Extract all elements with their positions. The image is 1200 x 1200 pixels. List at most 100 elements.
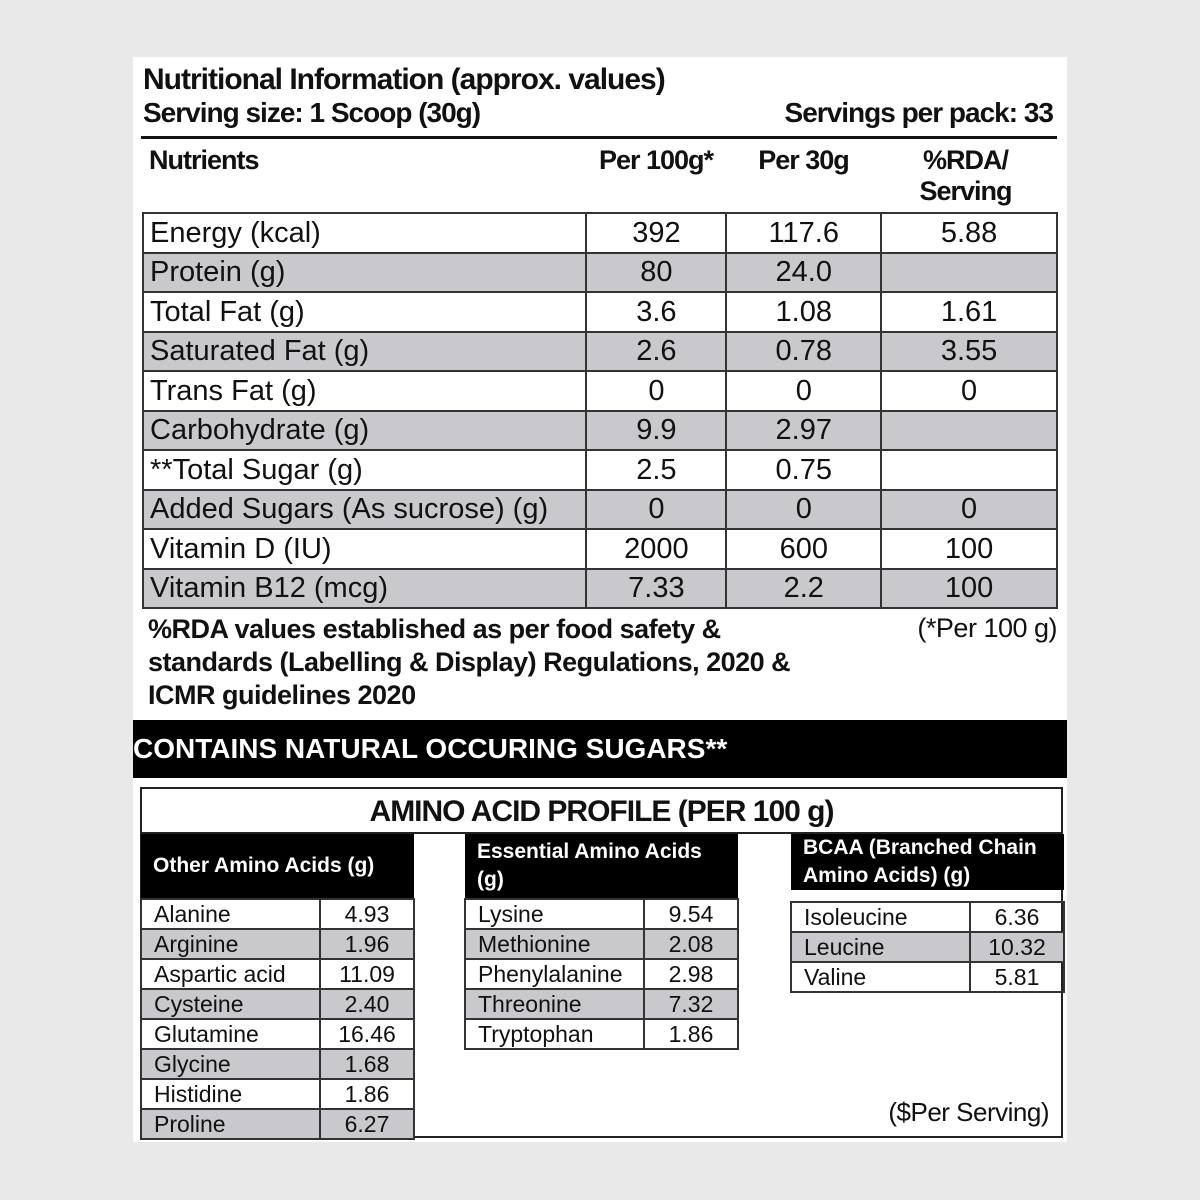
amino-name: Tryptophan: [464, 1018, 645, 1050]
nutrient-value: 0: [725, 488, 883, 530]
amino-row: Histidine 1.86: [140, 1078, 415, 1110]
nutrient-value: 2.2: [725, 567, 883, 609]
essential-amino-table: Essential Amino Acids (g) Lysine 9.54 Methi…: [464, 834, 739, 1050]
amino-name: Threonine: [464, 988, 645, 1020]
nutrient-value: 0: [585, 488, 728, 530]
amino-name: Glutamine: [140, 1018, 321, 1050]
nutrient-value: 392: [585, 212, 728, 254]
col-rda: %RDA/ Serving: [919, 145, 1012, 206]
amino-value: 10.32: [969, 931, 1065, 963]
amino-name: Isoleucine: [790, 901, 971, 933]
nutrient-value: 600: [725, 528, 883, 570]
nutrient-value: 0.75: [725, 449, 883, 491]
serving-size: Serving size: 1 Scoop (30g): [143, 97, 481, 128]
nutrient-value: 0: [880, 488, 1058, 530]
nutrient-name: Added Sugars (As sucrose) (g): [141, 488, 588, 530]
amino-name: Histidine: [140, 1078, 321, 1110]
nutrient-row: Energy (kcal) 392 117.6 5.88: [141, 212, 1058, 254]
nutrient-value: 9.9: [585, 409, 728, 451]
amino-title: AMINO ACID PROFILE (PER 100 g): [142, 789, 1061, 834]
amino-name: Cysteine: [140, 988, 321, 1020]
nutrient-name: Saturated Fat (g): [141, 330, 588, 372]
amino-table-header: Essential Amino Acids (g): [465, 834, 738, 899]
amino-row: Arginine 1.96: [140, 928, 415, 960]
amino-value: 11.09: [319, 958, 415, 990]
bcaa-table: BCAA (Branched Chain Amino Acids) (g) Iso…: [790, 834, 1065, 993]
amino-value: 4.93: [319, 898, 415, 930]
amino-value: 5.81: [969, 961, 1065, 993]
amino-value: 1.68: [319, 1048, 415, 1080]
nutrient-row: Saturated Fat (g) 2.6 0.78 3.55: [141, 330, 1058, 372]
amino-row: Proline 6.27: [140, 1108, 415, 1140]
rda-footnote: %RDA values established as per food safe…: [148, 614, 791, 710]
amino-name: Phenylalanine: [464, 958, 645, 990]
nutrient-name: Vitamin D (IU): [141, 528, 588, 570]
nutrient-value: 0.78: [725, 330, 883, 372]
amino-acid-profile: AMINO ACID PROFILE (PER 100 g) Other Ami…: [140, 787, 1065, 1140]
divider: [141, 136, 1057, 139]
nutrient-value: [880, 409, 1058, 451]
amino-row: Valine 5.81: [790, 961, 1065, 993]
amino-value: 6.36: [969, 901, 1065, 933]
nutrient-value: [880, 449, 1058, 491]
nutrient-value: 1.61: [880, 291, 1058, 333]
nutrient-row: **Total Sugar (g) 2.5 0.75: [141, 449, 1058, 491]
amino-value: 7.32: [643, 988, 739, 1020]
nutrient-value: 100: [880, 567, 1058, 609]
amino-row: Cysteine 2.40: [140, 988, 415, 1020]
other-amino-table: Other Amino Acids (g) Alanine 4.93 Arginine…: [140, 834, 415, 1140]
col-per-30g: Per 30g: [758, 145, 850, 175]
amino-name: Alanine: [140, 898, 321, 930]
amino-value: 1.96: [319, 928, 415, 960]
amino-value: 2.08: [643, 928, 739, 960]
nutrient-row: Vitamin B12 (mcg) 7.33 2.2 100: [141, 567, 1058, 609]
amino-row: Methionine 2.08: [464, 928, 739, 960]
amino-name: Glycine: [140, 1048, 321, 1080]
amino-row: Phenylalanine 2.98: [464, 958, 739, 990]
nutrient-value: 24.0: [725, 251, 883, 293]
nutrient-row: Total Fat (g) 3.6 1.08 1.61: [141, 291, 1058, 333]
nutrient-name: Protein (g): [141, 251, 588, 293]
nutrient-name: Vitamin B12 (mcg): [141, 567, 588, 609]
nutrient-name: Trans Fat (g): [141, 370, 588, 412]
nutrient-name: Carbohydrate (g): [141, 409, 588, 451]
nutrient-row: Trans Fat (g) 0 0 0: [141, 370, 1058, 412]
nutrient-value: 5.88: [880, 212, 1058, 254]
amino-value: 6.27: [319, 1108, 415, 1140]
nutrient-value: 0: [585, 370, 728, 412]
nutrient-value: 100: [880, 528, 1058, 570]
nutrition-label: Nutritional Information (approx. values)…: [133, 57, 1067, 1142]
amino-row: Lysine 9.54: [464, 898, 739, 930]
nutrient-value: 2.5: [585, 449, 728, 491]
amino-row: Alanine 4.93: [140, 898, 415, 930]
amino-name: Arginine: [140, 928, 321, 960]
amino-value: 2.40: [319, 988, 415, 1020]
col-nutrients: Nutrients: [149, 145, 260, 175]
nutrient-value: 80: [585, 251, 728, 293]
nutrient-row: Carbohydrate (g) 9.9 2.97: [141, 409, 1058, 451]
nutrient-value: 117.6: [725, 212, 883, 254]
amino-row: Glutamine 16.46: [140, 1018, 415, 1050]
nutrient-value: 3.6: [585, 291, 728, 333]
amino-table-header: BCAA (Branched Chain Amino Acids) (g): [791, 834, 1064, 890]
nutrient-value: 0: [725, 370, 883, 412]
nutrient-value: 1.08: [725, 291, 883, 333]
amino-name: Aspartic acid: [140, 958, 321, 990]
amino-row: Glycine 1.68: [140, 1048, 415, 1080]
nutrient-value: 3.55: [880, 330, 1058, 372]
amino-name: Lysine: [464, 898, 645, 930]
nutrient-name: Energy (kcal): [141, 212, 588, 254]
amino-name: Valine: [790, 961, 971, 993]
amino-row: Threonine 7.32: [464, 988, 739, 1020]
amino-value: 1.86: [319, 1078, 415, 1110]
col-per-100g: Per 100g*: [598, 145, 714, 175]
nutrient-row: Protein (g) 80 24.0: [141, 251, 1058, 293]
amino-name: Proline: [140, 1108, 321, 1140]
amino-name: Leucine: [790, 931, 971, 963]
nutrient-name: Total Fat (g): [141, 291, 588, 333]
servings-per-pack: Servings per pack: 33: [784, 97, 1054, 128]
per-100g-note: (*Per 100 g): [917, 613, 1057, 643]
nutrient-value: 7.33: [585, 567, 728, 609]
nutrient-value: 2.97: [725, 409, 883, 451]
sugar-banner: CONTAINS NATURAL OCCURING SUGARS**: [133, 720, 1067, 778]
